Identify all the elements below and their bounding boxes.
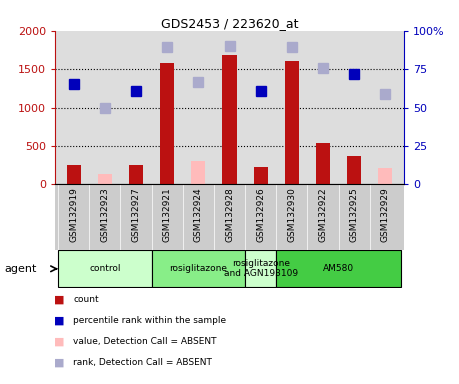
Text: ■: ■ xyxy=(55,316,65,326)
Text: GSM132927: GSM132927 xyxy=(132,188,140,242)
Text: GSM132925: GSM132925 xyxy=(350,188,358,242)
Title: GDS2453 / 223620_at: GDS2453 / 223620_at xyxy=(161,17,298,30)
Text: GSM132919: GSM132919 xyxy=(69,188,78,242)
Text: GSM132930: GSM132930 xyxy=(287,188,297,242)
Text: GSM132929: GSM132929 xyxy=(381,188,390,242)
Bar xyxy=(316,143,330,184)
Text: ■: ■ xyxy=(55,358,65,368)
Text: rosiglitazone
and AGN193109: rosiglitazone and AGN193109 xyxy=(224,259,298,278)
Bar xyxy=(67,165,81,184)
Bar xyxy=(191,161,205,184)
Bar xyxy=(285,61,299,184)
Bar xyxy=(129,165,143,184)
Bar xyxy=(276,250,401,287)
Bar xyxy=(151,250,245,287)
Text: ■: ■ xyxy=(55,337,65,347)
Text: count: count xyxy=(73,295,99,304)
Bar xyxy=(58,250,151,287)
Text: agent: agent xyxy=(5,264,37,274)
Text: value, Detection Call = ABSENT: value, Detection Call = ABSENT xyxy=(73,337,217,346)
Text: control: control xyxy=(89,264,121,273)
Text: GSM132923: GSM132923 xyxy=(101,188,109,242)
Text: GSM132922: GSM132922 xyxy=(319,188,327,242)
Bar xyxy=(245,250,276,287)
Bar xyxy=(98,174,112,184)
Text: ■: ■ xyxy=(55,295,65,305)
Bar xyxy=(223,55,236,184)
Bar xyxy=(347,156,361,184)
Text: rosiglitazone: rosiglitazone xyxy=(169,264,227,273)
Text: GSM132926: GSM132926 xyxy=(256,188,265,242)
Text: GSM132928: GSM132928 xyxy=(225,188,234,242)
Text: AM580: AM580 xyxy=(323,264,354,273)
Text: GSM132921: GSM132921 xyxy=(162,188,172,242)
Text: rank, Detection Call = ABSENT: rank, Detection Call = ABSENT xyxy=(73,358,213,367)
Text: percentile rank within the sample: percentile rank within the sample xyxy=(73,316,227,325)
Bar xyxy=(378,168,392,184)
Text: GSM132924: GSM132924 xyxy=(194,188,203,242)
Bar xyxy=(254,167,268,184)
Bar xyxy=(160,63,174,184)
